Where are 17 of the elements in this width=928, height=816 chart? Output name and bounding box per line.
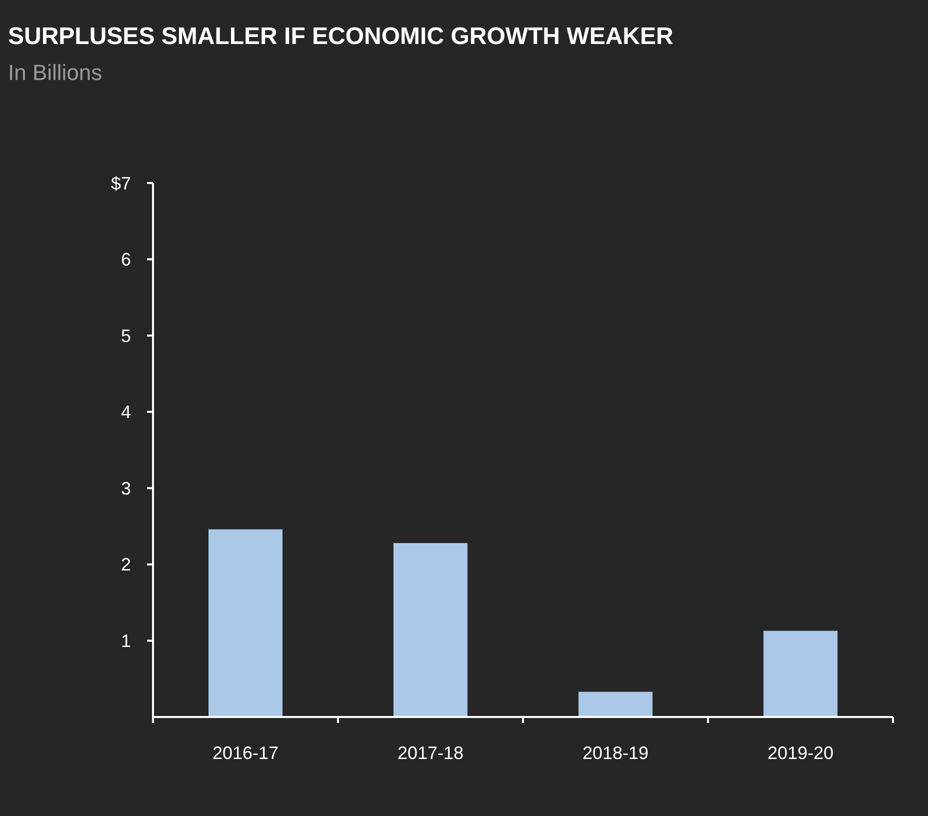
x-tick-label: 2017-18 — [397, 743, 464, 763]
y-tick-label: $7 — [110, 173, 131, 194]
y-tick-label: 5 — [120, 326, 131, 346]
chart-subtitle: In Billions — [8, 60, 102, 85]
bar — [578, 692, 652, 717]
x-tick-label: 2016-17 — [212, 743, 279, 763]
y-tick-label: 6 — [120, 250, 131, 270]
y-tick-label: 3 — [120, 478, 131, 498]
bar — [208, 529, 282, 717]
chart-title: SURPLUSES SMALLER IF ECONOMIC GROWTH WEAKER — [8, 23, 674, 50]
x-tick-label: 2019-20 — [767, 743, 834, 763]
y-tick-label: 2 — [120, 554, 131, 575]
x-tick-label: 2018-19 — [582, 743, 649, 763]
y-tick-label: 4 — [120, 402, 131, 422]
bar — [764, 630, 838, 717]
y-tick-label: 1 — [120, 631, 131, 652]
bar — [394, 543, 468, 717]
